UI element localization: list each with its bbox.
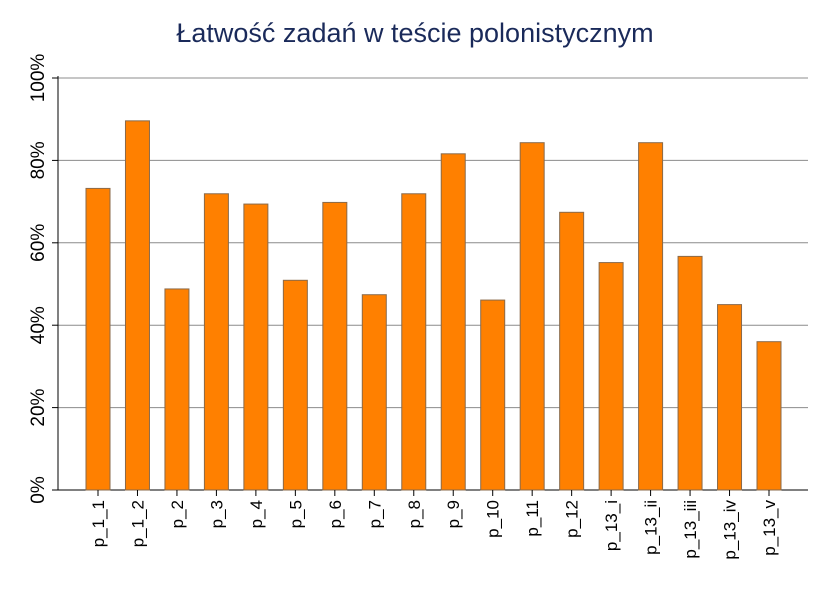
x-tick-label: p_1_1 [89,500,108,547]
bar [638,142,664,491]
bar [401,193,427,491]
x-tick-label: p_9 [444,500,463,528]
chart-title: Łatwość zadań w teście polonistycznym [176,18,654,48]
bar [480,299,506,491]
y-tick-label: 20% [28,388,49,426]
bar [282,279,308,491]
bar [85,187,111,491]
x-tick-label: p_7 [365,500,384,528]
y-tick-label: 80% [28,141,49,179]
x-tick-label: p_3 [207,500,226,528]
bar [519,142,545,491]
x-tick-label: p_2 [168,500,187,528]
bar [164,288,190,491]
x-tick-label: p_10 [484,500,503,538]
bar [559,211,585,491]
x-tick-label: p_13_i [602,500,621,551]
x-tick-label: p_6 [326,500,345,528]
bar [677,255,703,491]
x-tick-label: p_4 [247,500,266,528]
x-tick-label: p_13_iv [721,500,740,560]
bar [322,201,348,491]
x-tick-label: p_8 [405,500,424,528]
y-tick-label: 60% [28,224,49,262]
x-tick-label: p_1_2 [128,500,147,547]
bar [203,193,229,491]
x-tick-label: p_13_ii [642,500,661,555]
bar [717,304,743,491]
bar [361,294,387,491]
bar [756,341,782,491]
x-tick-label: p_11 [523,500,542,537]
bar [243,203,269,491]
x-tick-label: p_5 [286,500,305,528]
bar [124,120,150,491]
x-tick-label: p_12 [563,500,582,538]
x-tick-label: p_13_v [760,500,779,556]
bar [598,262,624,491]
y-tick-label: 100% [28,54,49,103]
y-tick-label: 0% [28,476,49,504]
y-tick-label: 40% [28,306,49,344]
x-tick-label: p_13_iii [681,500,700,559]
bar [440,153,466,491]
